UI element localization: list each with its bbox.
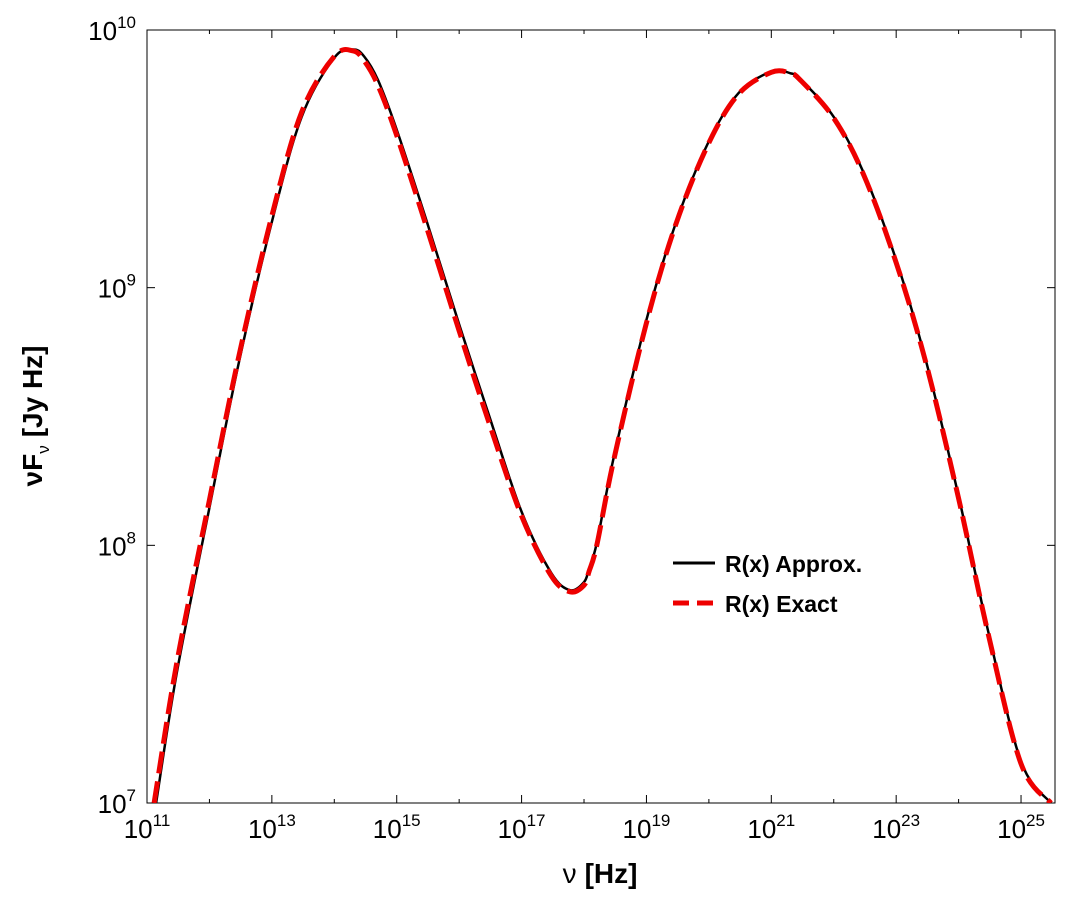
x-tick-label-base: 10 [498,814,527,844]
tick-marks [146,29,1055,804]
x-tick-label-base: 10 [248,814,277,844]
x-tick-label-base: 10 [373,814,402,844]
x-tick-label: 1013 [248,811,296,844]
y-tick-label-exp: 9 [127,271,136,290]
x-tick-label-exp: 25 [1026,811,1045,830]
series-line-exact [151,47,1053,803]
x-tick-label: 1011 [124,811,171,844]
x-axis-label-symbol: ν [563,858,577,889]
x-tick-label-base: 10 [623,814,652,844]
y-tick-label-exp: 10 [117,13,136,32]
x-tick-label: 1021 [747,811,795,844]
x-tick-label: 1023 [872,811,920,844]
y-tick-label-base: 10 [98,274,127,304]
x-tick-label-base: 10 [997,814,1026,844]
x-tick-label-base: 10 [747,814,776,844]
y-tick-label: 109 [98,271,136,304]
x-tick-label-exp: 17 [527,811,546,830]
y-tick-label-base: 10 [88,16,117,46]
series-group [151,47,1053,803]
x-tick-label-base: 10 [124,814,153,844]
plot-frame [146,29,1056,804]
y-tick-label-exp: 8 [127,528,136,547]
x-axis-label: ν [Hz] [563,858,638,889]
x-tick-label-exp: 19 [651,811,670,830]
y-tick-label-base: 10 [98,789,127,819]
x-tick-label: 1019 [623,811,671,844]
y-tick-label: 108 [98,528,136,561]
x-tick-label-exp: 13 [277,811,296,830]
x-tick-label: 1015 [373,811,421,844]
legend-label-exact: R(x) Exact [725,591,838,617]
x-tick-label-exp: 23 [901,811,920,830]
x-tick-label-exp: 11 [153,811,171,830]
y-axis-label-units: [Jy Hz] [17,346,48,438]
x-tick-label: 1025 [997,811,1045,844]
x-tick-label-base: 10 [872,814,901,844]
y-tick-label: 1010 [88,13,136,46]
legend: R(x) Approx. R(x) Exact [673,551,862,617]
legend-label-approx: R(x) Approx. [725,551,862,577]
y-tick-label: 107 [98,786,136,819]
y-axis-label-symbol: νF [17,454,48,487]
x-tick-label-exp: 15 [402,811,421,830]
x-tick-label: 1017 [498,811,546,844]
y-tick-label-exp: 7 [127,786,136,805]
x-tick-label-exp: 21 [776,811,795,830]
x-axis-label-units: [Hz] [585,858,638,889]
y-axis-label-sub: ν [34,445,53,454]
y-tick-label-base: 10 [98,531,127,561]
y-axis-label: νFν [Jy Hz] [17,346,53,487]
x-tick-labels: 1011 1013 1015 1017 1019 1021 1023 1025 [124,811,1045,844]
series-line-approx [154,48,1052,803]
